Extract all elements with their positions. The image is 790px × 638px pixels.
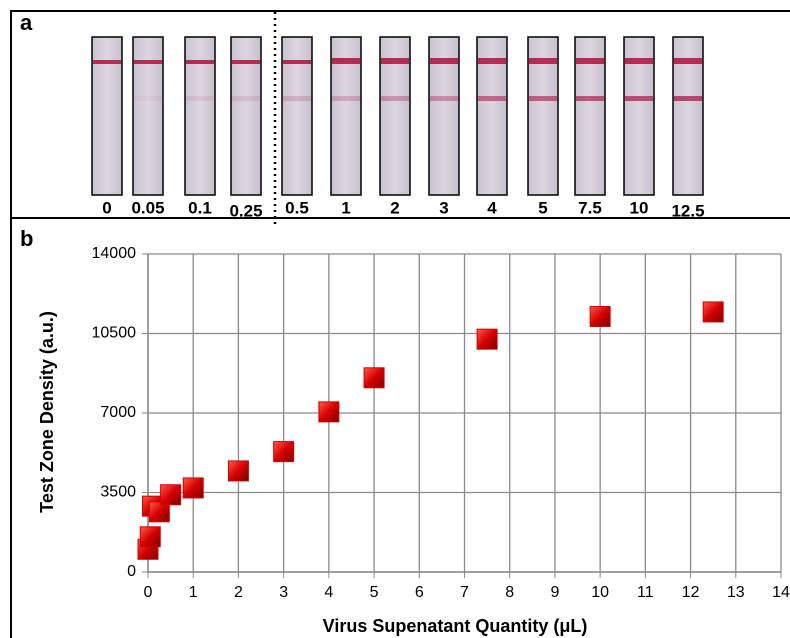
data-point [148, 501, 170, 523]
control-band [430, 58, 458, 64]
data-point [139, 526, 161, 548]
control-band [332, 58, 360, 64]
x-tick-label: 10 [591, 584, 609, 601]
control-band [576, 58, 604, 64]
test-band [430, 96, 458, 101]
control-band [232, 60, 260, 64]
x-tick-label: 8 [505, 584, 514, 601]
strip-label: 1 [341, 198, 350, 217]
x-tick-label: 9 [550, 584, 559, 601]
strip-label: 0.25 [229, 201, 262, 220]
x-tick-label: 1 [189, 584, 198, 601]
data-point [476, 328, 498, 350]
strip-label: 4 [487, 198, 497, 217]
x-tick-label: 0 [144, 584, 153, 601]
y-axis-label: Test Zone Density (a.u.) [37, 311, 57, 513]
data-point [227, 460, 249, 482]
test-band [576, 96, 604, 101]
data-point [182, 477, 204, 499]
strip-label: 5 [538, 198, 547, 217]
test-band [674, 96, 702, 101]
control-band [625, 58, 653, 64]
x-axis-label: Virus Supenatant Quantity (μL) [323, 616, 588, 636]
test-band [134, 96, 162, 101]
data-point [273, 441, 295, 463]
y-tick-label: 0 [127, 563, 136, 580]
test-band [381, 96, 409, 101]
control-band [283, 60, 311, 64]
x-tick-label: 13 [727, 584, 745, 601]
x-tick-label: 7 [460, 584, 469, 601]
test-band [186, 96, 214, 101]
control-band [529, 58, 557, 64]
control-band [93, 60, 121, 64]
test-band [529, 96, 557, 101]
y-tick-label: 14000 [92, 245, 137, 262]
data-point [363, 367, 385, 389]
x-tick-label: 4 [324, 584, 333, 601]
x-tick-label: 11 [637, 584, 654, 601]
strip-label: 0.05 [131, 198, 164, 217]
test-band [332, 96, 360, 101]
strip-label: 0 [102, 198, 111, 217]
frame [10, 10, 790, 638]
panel-label: a [20, 10, 33, 35]
x-tick-label: 5 [370, 584, 379, 601]
test-band [283, 96, 311, 101]
control-band [381, 58, 409, 64]
control-band [674, 58, 702, 64]
data-point [702, 301, 724, 323]
data-point [160, 484, 182, 506]
strip-label: 7.5 [578, 198, 602, 217]
strip-label: 12.5 [671, 201, 704, 220]
panel-label: b [20, 226, 33, 251]
strip-label: 3 [439, 198, 448, 217]
test-band [232, 96, 260, 101]
x-tick-label: 12 [682, 584, 700, 601]
strip-label: 10 [630, 198, 649, 217]
data-point [589, 305, 611, 327]
data-point [318, 401, 340, 423]
x-tick-label: 2 [234, 584, 243, 601]
y-tick-label: 10500 [92, 325, 137, 342]
strip-label: 0.1 [188, 198, 212, 217]
control-band [134, 60, 162, 64]
strips: 0 0.05 0.1 0.25 0.5 1 2 3 4 5 7.5 10 12.5 [91, 36, 705, 220]
y-tick-label: 7000 [100, 404, 136, 421]
test-band [478, 96, 506, 101]
control-band [478, 58, 506, 64]
x-tick-label: 14 [772, 584, 790, 601]
x-tick-label: 3 [279, 584, 288, 601]
x-tick-label: 6 [415, 584, 424, 601]
strip-label: 2 [390, 198, 399, 217]
y-tick-label: 3500 [100, 484, 136, 501]
control-band [186, 60, 214, 64]
test-band [625, 96, 653, 101]
strip-label: 0.5 [285, 198, 309, 217]
